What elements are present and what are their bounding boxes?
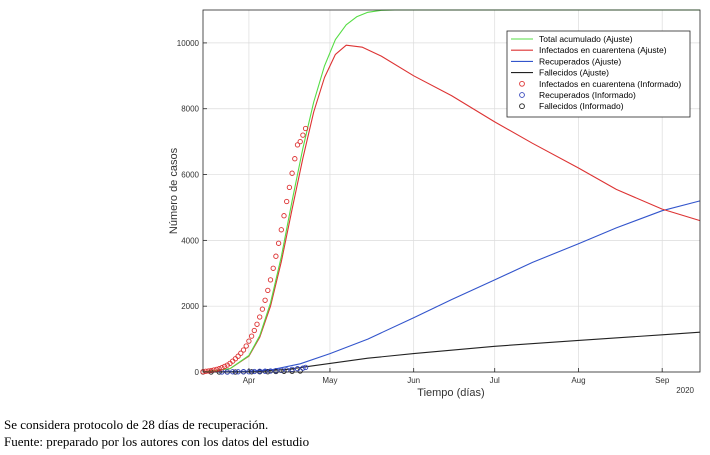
legend-label: Recuperados (Ajuste) [539,56,621,66]
y-tick-label: 2000 [181,302,199,311]
data-point [302,125,309,132]
data-point [224,362,230,368]
data-point [292,156,298,162]
y-axis-label: Número de casos [168,147,180,234]
data-point [284,198,290,205]
data-point [289,170,295,176]
legend-box [506,30,691,118]
data-point [278,367,284,374]
data-point [294,142,301,148]
data-point [289,368,295,374]
legend-label: Recuperados (Informado) [539,90,636,100]
caption-line-2: Fuente: preparado por los autores con lo… [4,434,310,449]
legend-label: Infectados en cuarentena (Informado) [539,79,681,89]
data-point [262,368,268,374]
data-point [289,366,295,373]
data-point [267,368,274,374]
y-tick-label: 4000 [181,236,199,245]
x-tick-label: Jun [407,376,420,385]
data-point [251,368,257,375]
data-point [221,363,228,370]
data-point [273,368,279,374]
data-point [238,350,244,356]
data-point [248,333,255,339]
legend-swatch-marker [519,103,525,110]
data-point [262,297,268,303]
x-tick-label: Jul [490,376,500,385]
y-tick-label: 0 [195,368,200,377]
legend-swatch-marker [519,80,525,87]
data-point [213,366,220,373]
x-tick-label: May [322,376,337,385]
legend-label: Fallecidos (Ajuste) [539,68,609,78]
data-point [251,327,257,334]
data-point [257,368,263,374]
data-point [257,314,263,320]
series-line-infectados-en-cuarentena-ajuste [202,44,701,373]
data-point [294,366,301,372]
data-point [281,213,287,219]
data-point [300,365,306,371]
y-tick-label: 8000 [181,105,199,114]
data-point [216,366,222,372]
data-point [208,367,214,374]
series-line-fallecidos-ajuste [202,331,701,373]
data-point [278,227,284,233]
tick-marks [203,42,663,373]
y-tick-label: 6000 [181,171,199,180]
data-point [281,368,287,374]
legend-swatch-marker [519,92,525,98]
x-tick-label: Apr [243,376,256,385]
legend-label: Fallecidos (Informado) [539,101,624,111]
data-point [259,306,266,312]
y-tick-label: 10000 [177,39,200,48]
data-point [240,347,247,353]
data-point [254,321,260,327]
x-tick-label: Sep [655,376,670,385]
legend: Total acumulado (Ajuste)Infectados en cu… [506,30,691,118]
data-point [273,253,279,259]
y-tick-labels: 0 2000 4000 6000 8000 10000 [177,39,200,377]
series-markers-infectados-en-cuarentena-informado [200,125,309,375]
data-point [275,240,282,246]
data-point [219,365,225,371]
series-line-recuperados-ajuste [202,200,701,373]
data-point [297,138,303,145]
x-tick-label: Aug [571,376,585,385]
data-point [205,368,212,374]
data-point [270,265,276,271]
data-point [302,364,309,371]
data-point [286,184,293,191]
legend-label: Infectados en cuarentena (Ajuste) [539,45,667,55]
data-point [300,132,306,138]
plot-frame [202,9,701,373]
data-point [246,338,252,344]
caption-line-1: Se considera protocolo de 28 días de rec… [4,417,269,432]
data-point [265,287,271,294]
data-point [235,353,241,359]
data-point [243,343,249,349]
legend-label: Total acumulado (Ajuste) [539,34,633,44]
data-point [203,368,209,374]
x-axis-label: Tiempo (días) [417,387,484,399]
data-point [267,277,274,283]
x-tick-labels: Apr May Jun Jul Aug Sep [243,376,670,385]
year-label: 2020 [676,386,694,395]
